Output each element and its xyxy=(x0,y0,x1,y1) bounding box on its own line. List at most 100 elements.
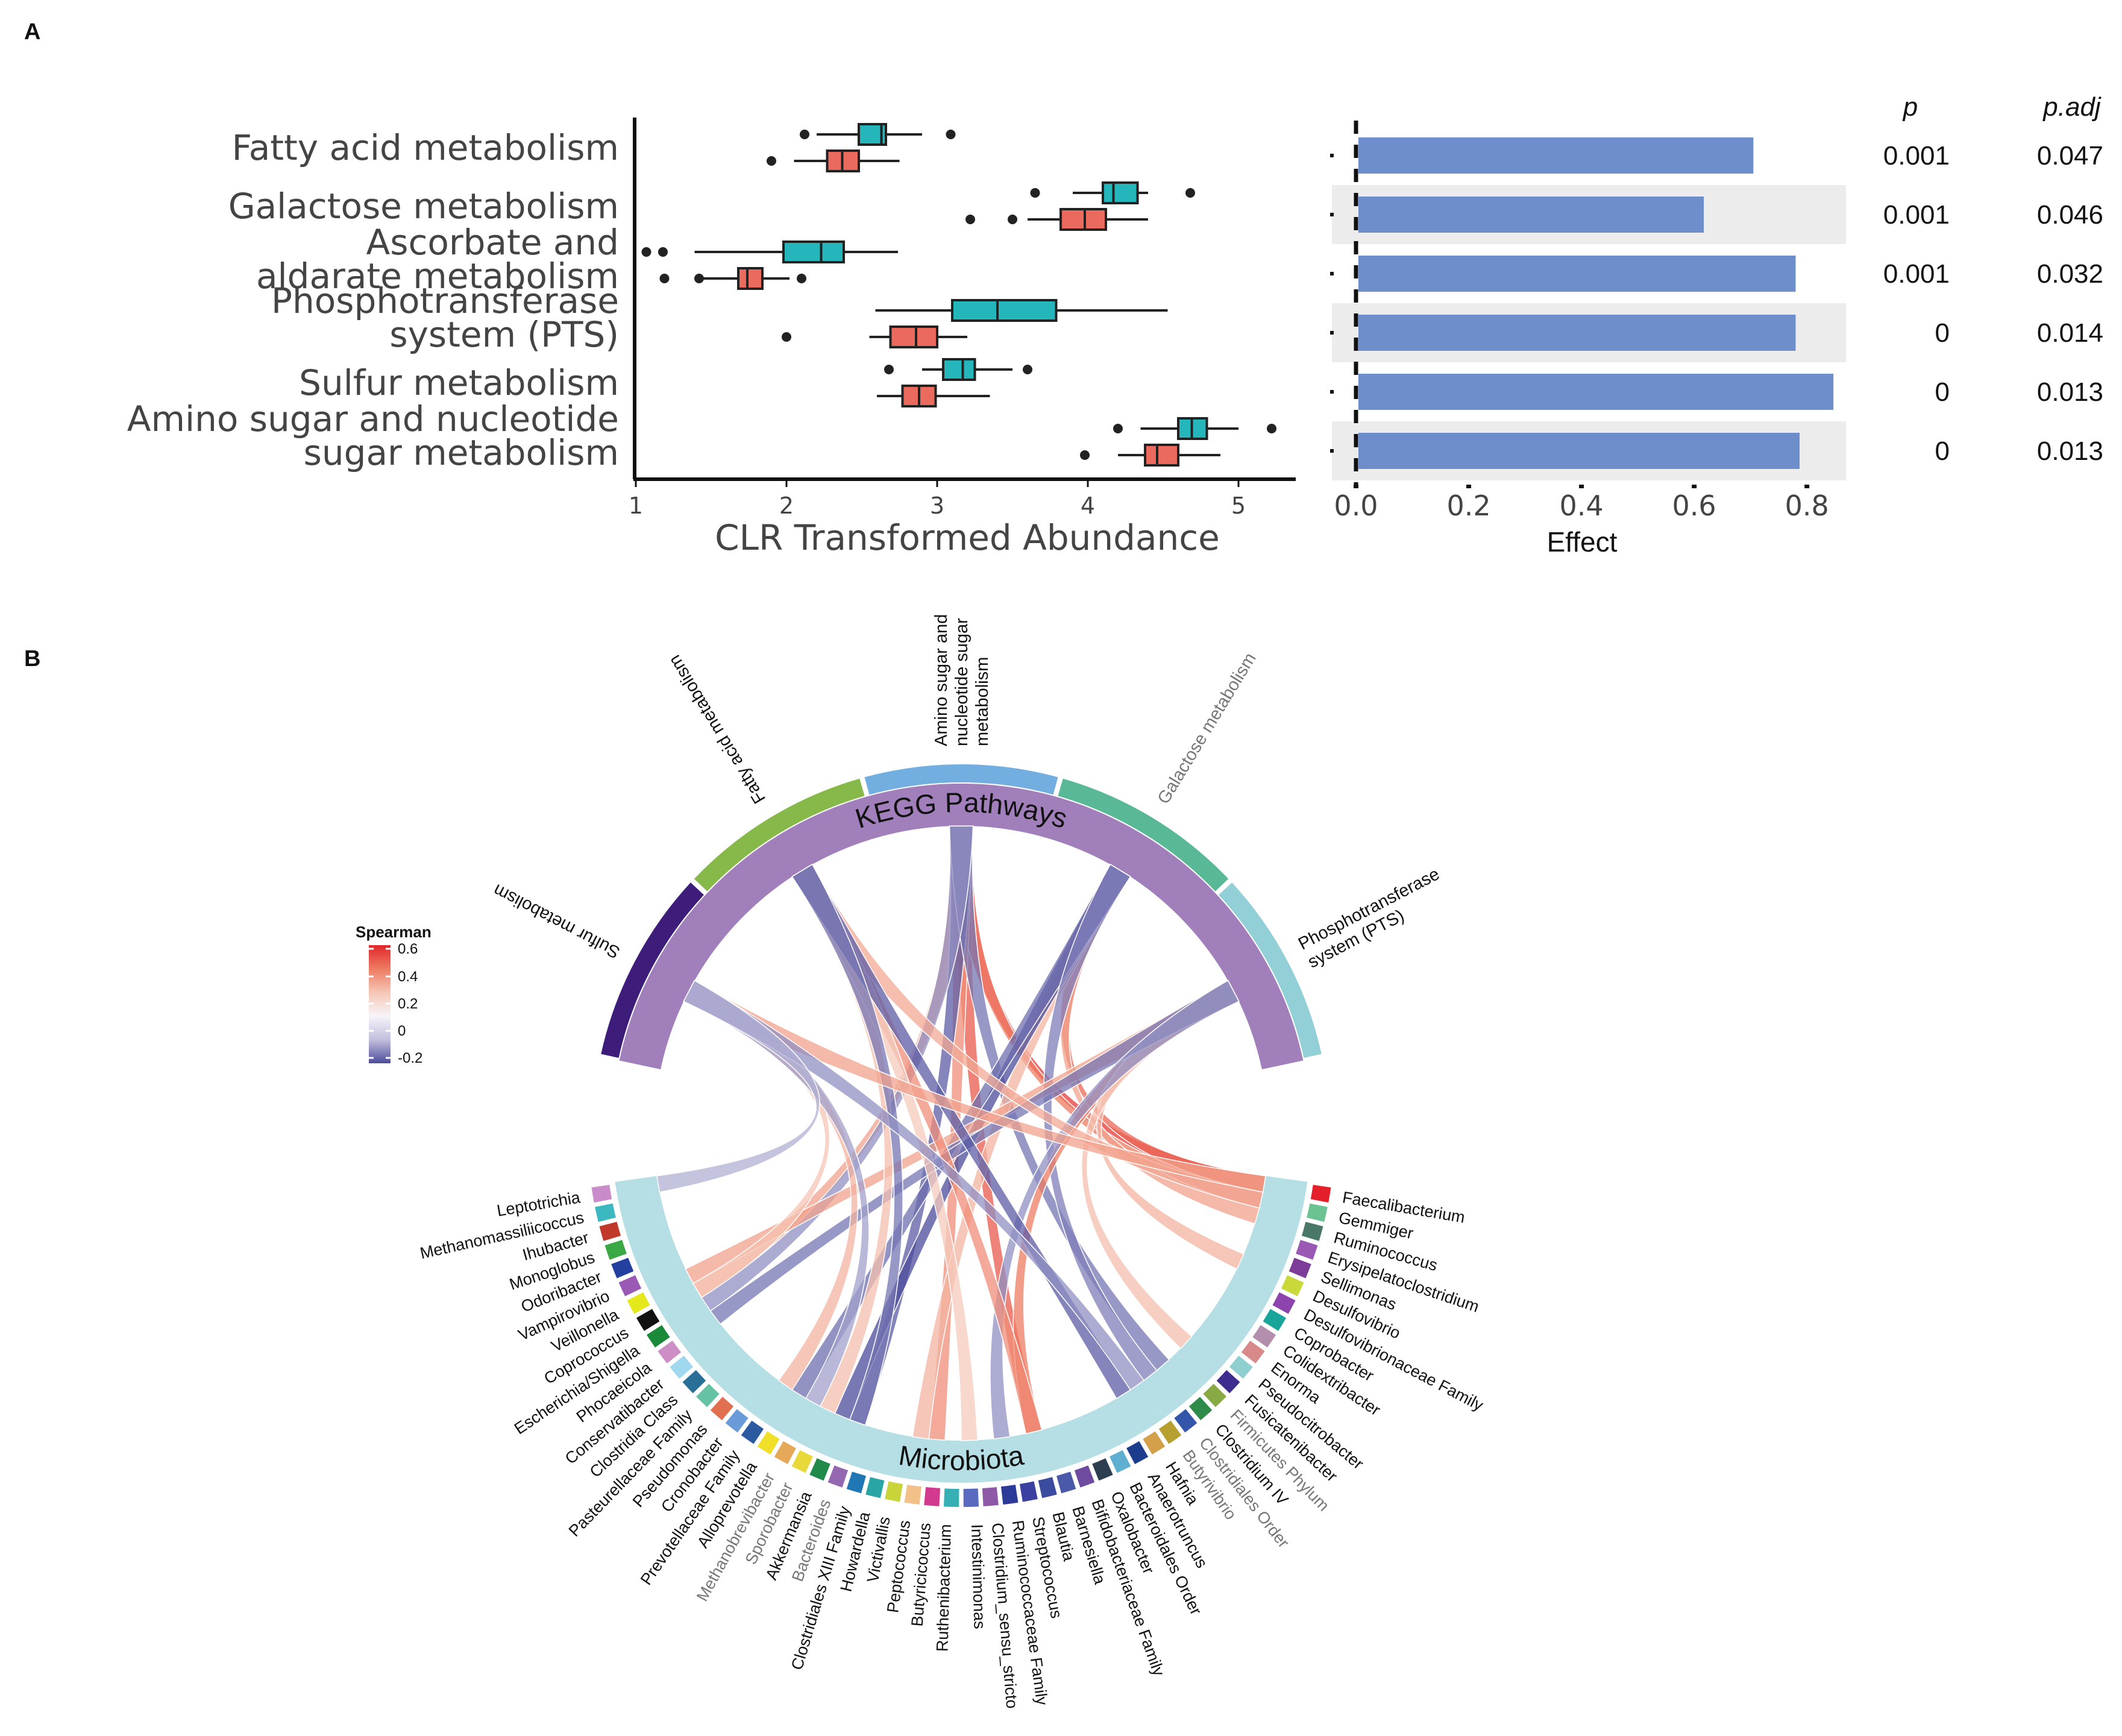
legend-label: 0.4 xyxy=(398,969,418,985)
x-tick-label: 1 xyxy=(629,492,643,519)
taxon-label: Intestinimonas xyxy=(968,1524,989,1629)
taxon-sector xyxy=(963,1488,979,1507)
legend-label: 0.6 xyxy=(398,941,418,957)
p-value: 0 xyxy=(1935,318,1950,348)
outlier-point xyxy=(1267,424,1276,433)
taxon-sector xyxy=(1188,1397,1213,1421)
p-value: 0.001 xyxy=(1883,141,1950,171)
p-value: 0 xyxy=(1935,436,1950,466)
outlier-point xyxy=(946,130,956,139)
outlier-point xyxy=(659,274,670,283)
category-label: Phosphotransferase xyxy=(271,280,619,321)
chord-link xyxy=(683,980,870,1407)
padj-value: 0.046 xyxy=(2037,200,2103,230)
legend-title: Spearman xyxy=(356,923,432,941)
x-tick xyxy=(1354,485,1358,488)
taxon-sector xyxy=(885,1481,903,1502)
taxon-sector xyxy=(1019,1481,1038,1502)
x-axis-title: Effect xyxy=(1547,526,1618,558)
taxon-sector xyxy=(774,1441,796,1465)
padj-value: 0.014 xyxy=(2037,318,2103,348)
taxon-sector xyxy=(599,1221,621,1241)
taxon-sector xyxy=(1001,1485,1019,1505)
microbiota-arc xyxy=(615,1175,1308,1483)
taxon-sector xyxy=(1310,1184,1331,1203)
taxon-sector xyxy=(636,1309,660,1332)
category-label: Fatty acid metabolism xyxy=(232,127,619,168)
taxon-sector xyxy=(611,1257,634,1278)
pathway-label: Sulfur metabolism xyxy=(490,880,623,962)
outlier-point xyxy=(1023,365,1032,374)
taxon-sector xyxy=(670,1356,694,1379)
chord-link xyxy=(990,980,1240,1440)
pathway-sector xyxy=(694,778,865,892)
chord-diagram: Sulfur metabolism Fatty acid metabolism Am… xyxy=(418,614,1486,1709)
effect-bar xyxy=(1358,197,1704,233)
outlier-point xyxy=(1030,188,1040,198)
box xyxy=(1059,208,1107,231)
taxon-sector xyxy=(1296,1240,1318,1260)
taxon-sector xyxy=(1272,1292,1296,1314)
taxon-sector xyxy=(1229,1356,1253,1379)
outlier-point xyxy=(1113,424,1123,433)
taxon-sector xyxy=(865,1477,885,1499)
outlier-point xyxy=(767,156,776,166)
outlier-point xyxy=(1008,215,1017,224)
chord-link xyxy=(683,980,1266,1193)
taxon-sector xyxy=(1281,1275,1304,1297)
outlier-point xyxy=(641,247,651,257)
category-label: sugar metabolism xyxy=(304,432,619,473)
padj-header: p.adj xyxy=(2042,92,2102,122)
padj-value: 0.013 xyxy=(2037,436,2103,466)
outlier-point xyxy=(694,274,704,283)
panel-a-letter: A xyxy=(24,19,40,45)
boxplot-chart: 1 2 3 4 5 CLR Transformed Abundance Fatty acid… xyxy=(127,118,1296,558)
taxon-sector xyxy=(741,1420,764,1444)
effect-bar xyxy=(1358,433,1800,469)
taxon-sector xyxy=(1252,1325,1276,1348)
taxon-sector xyxy=(1241,1341,1265,1363)
taxon-sector xyxy=(658,1341,682,1363)
microbiota-text: Microbiota xyxy=(897,1439,1026,1476)
taxon-sector xyxy=(791,1450,813,1473)
category-label: aldarate metabolism xyxy=(256,256,619,297)
box xyxy=(942,358,976,381)
effect-bar xyxy=(1358,315,1796,351)
category-label: system (PTS) xyxy=(389,314,619,355)
pathway-label: Fatty acid metabolism xyxy=(665,652,769,807)
outlier-point xyxy=(1080,450,1090,460)
chord-link xyxy=(791,863,903,1426)
p-value: 0 xyxy=(1935,377,1950,407)
taxon-sector xyxy=(1038,1477,1057,1499)
x-tick-label: 0.4 xyxy=(1560,489,1604,522)
category-label: Sulfur metabolism xyxy=(299,362,619,403)
panel-b-letter: B xyxy=(24,646,40,671)
taxon-sector xyxy=(1158,1420,1182,1444)
p-header: p xyxy=(1902,92,1918,122)
x-tick xyxy=(1579,485,1584,488)
taxon-sector xyxy=(982,1487,999,1506)
pathway-label: Amino sugar and xyxy=(932,614,951,746)
category-label: Ascorbate and xyxy=(366,222,619,263)
taxon-sector xyxy=(618,1275,642,1297)
category-label: Galactose metabolism xyxy=(228,186,619,227)
category-label: Amino sugar and nucleotide xyxy=(127,398,619,439)
taxon-sector xyxy=(827,1465,849,1488)
legend-label: -0.2 xyxy=(398,1050,422,1066)
taxon-sector xyxy=(710,1397,734,1421)
microbiota-label: Microbiota xyxy=(897,1439,1026,1476)
effect-bar xyxy=(1358,137,1754,174)
taxon-sector xyxy=(1092,1458,1113,1481)
legend-label: 0.2 xyxy=(398,996,418,1012)
padj-value: 0.013 xyxy=(2037,377,2103,407)
taxon-sector xyxy=(725,1409,749,1433)
effect-bar xyxy=(1358,374,1834,410)
taxon-sector xyxy=(591,1184,612,1203)
taxon-sector xyxy=(1216,1370,1240,1394)
x-tick-label: 0.6 xyxy=(1672,489,1716,522)
taxon-sector xyxy=(846,1471,866,1494)
row-marker xyxy=(1330,213,1334,216)
x-tick xyxy=(1804,485,1810,488)
